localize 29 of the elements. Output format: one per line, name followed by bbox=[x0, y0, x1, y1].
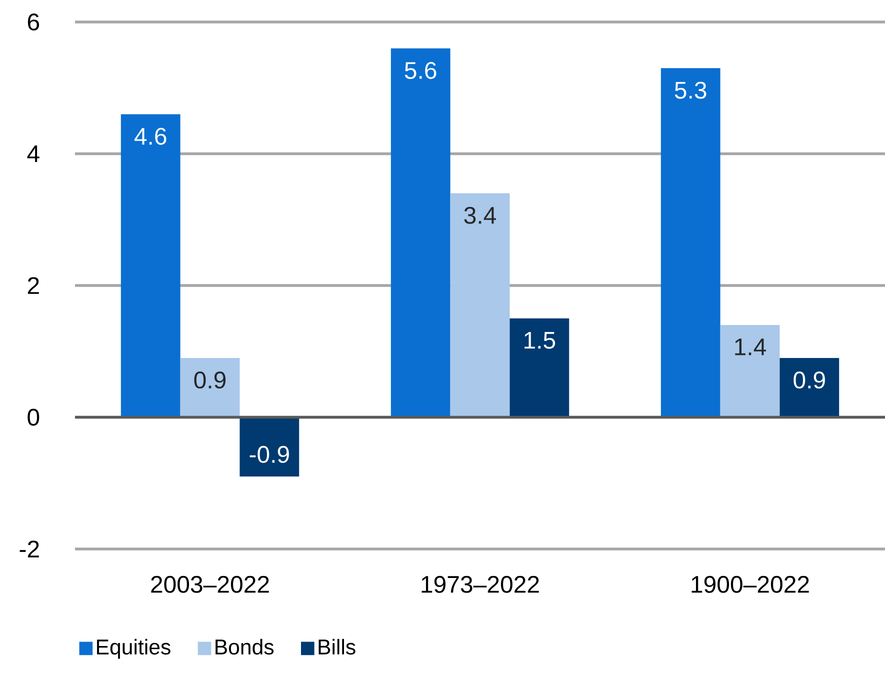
data-label: 3.4 bbox=[464, 206, 496, 224]
y-tick-label: -2 bbox=[20, 540, 39, 558]
bar bbox=[450, 193, 510, 418]
bar bbox=[660, 68, 720, 418]
bar bbox=[510, 318, 570, 418]
legend-label: Bills bbox=[318, 638, 356, 655]
bar bbox=[240, 417, 300, 477]
x-tick-label: 1973–2022 bbox=[422, 576, 539, 593]
y-tick-label: 0 bbox=[28, 408, 40, 426]
legend-label: Equities bbox=[97, 638, 170, 659]
data-label: 5.3 bbox=[674, 82, 706, 99]
y-tick-label: 2 bbox=[28, 277, 39, 294]
data-label: 5.6 bbox=[404, 62, 436, 79]
data-label: -0.9 bbox=[250, 446, 289, 463]
y-tick-label: 6 bbox=[28, 13, 40, 30]
y-tick-label: 4 bbox=[27, 145, 40, 162]
legend-label: Bonds bbox=[216, 638, 274, 655]
data-label: 4.6 bbox=[134, 128, 166, 145]
data-label: 1.4 bbox=[735, 338, 766, 356]
bar bbox=[390, 48, 450, 418]
data-label: 1.5 bbox=[524, 332, 556, 349]
x-tick-label: 2003–2022 bbox=[151, 576, 269, 593]
bar bbox=[180, 358, 240, 418]
x-tick-label: 1900–2022 bbox=[692, 576, 809, 593]
bar bbox=[780, 358, 840, 418]
data-label: 0.9 bbox=[794, 372, 825, 389]
bar bbox=[120, 114, 180, 418]
data-label: 0.9 bbox=[194, 372, 226, 389]
bar bbox=[720, 325, 780, 418]
